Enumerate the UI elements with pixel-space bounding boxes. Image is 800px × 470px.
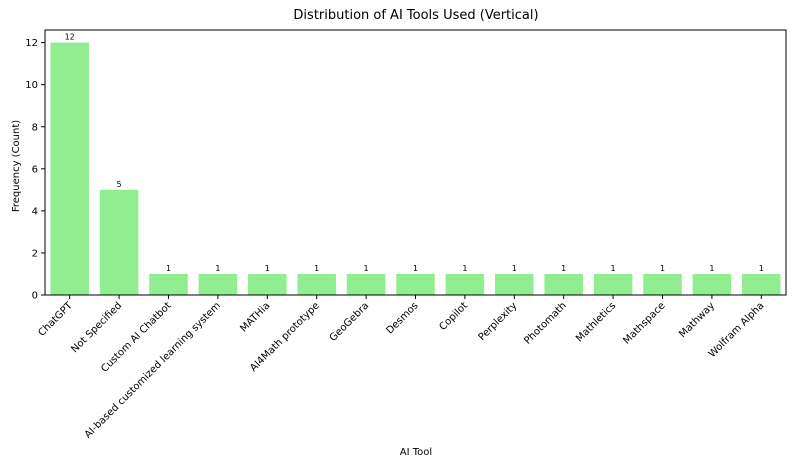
y-tick-label: 8: [32, 122, 38, 133]
data-label: 1: [215, 264, 220, 273]
data-label: 1: [759, 264, 764, 273]
y-tick-label: 10: [25, 80, 38, 91]
x-tick-label: Perplexity: [477, 300, 520, 343]
data-label: 1: [611, 264, 616, 273]
bar: [198, 273, 238, 295]
data-label: 1: [512, 264, 517, 273]
data-label: 1: [462, 264, 467, 273]
bar: [544, 273, 583, 295]
bar: [643, 273, 682, 295]
data-label: 1: [413, 264, 418, 273]
y-tick-label: 2: [32, 248, 38, 259]
data-label: 1: [660, 264, 665, 273]
data-label: 1: [166, 264, 171, 273]
x-tick-label: Copilot: [437, 300, 470, 333]
y-tick-label: 4: [32, 206, 38, 217]
bar: [50, 42, 89, 296]
x-axis-label: AI Tool: [400, 447, 432, 458]
x-tick-label: Not Specified: [69, 300, 124, 355]
x-tick-label: Desmos: [384, 300, 420, 336]
bar: [149, 273, 188, 295]
bar: [297, 273, 336, 295]
data-label: 1: [265, 264, 270, 273]
x-tick-label: ChatGPT: [36, 300, 75, 339]
x-tick-label: Mathway: [677, 300, 717, 340]
x-tick-label: Photomath: [522, 300, 568, 346]
data-label: 1: [364, 264, 369, 273]
bar: [99, 189, 139, 295]
data-label: 5: [117, 180, 122, 189]
data-label: 1: [709, 264, 714, 273]
bar: [396, 273, 435, 295]
y-tick-label: 12: [25, 38, 38, 49]
bar: [742, 273, 781, 295]
x-tick-label: MATHia: [238, 300, 272, 334]
bar: [692, 273, 732, 295]
bar: [495, 273, 534, 295]
y-tick-label: 6: [32, 164, 38, 175]
bar: [346, 273, 386, 295]
x-tick-label: Mathspace: [621, 300, 667, 346]
bar: [248, 273, 287, 295]
x-tick-label: GeoGebra: [328, 300, 371, 343]
data-label: 1: [314, 264, 319, 273]
chart-title: Distribution of AI Tools Used (Vertical): [293, 8, 538, 23]
x-tick-label: Mathletics: [574, 300, 618, 344]
data-label: 1: [561, 264, 566, 273]
bar: [445, 273, 485, 295]
plot-frame: [44, 29, 787, 296]
y-tick-label: 0: [32, 291, 38, 302]
data-label: 12: [65, 33, 75, 42]
bar: [593, 273, 633, 295]
y-axis-label: Frequency (Count): [11, 120, 22, 212]
